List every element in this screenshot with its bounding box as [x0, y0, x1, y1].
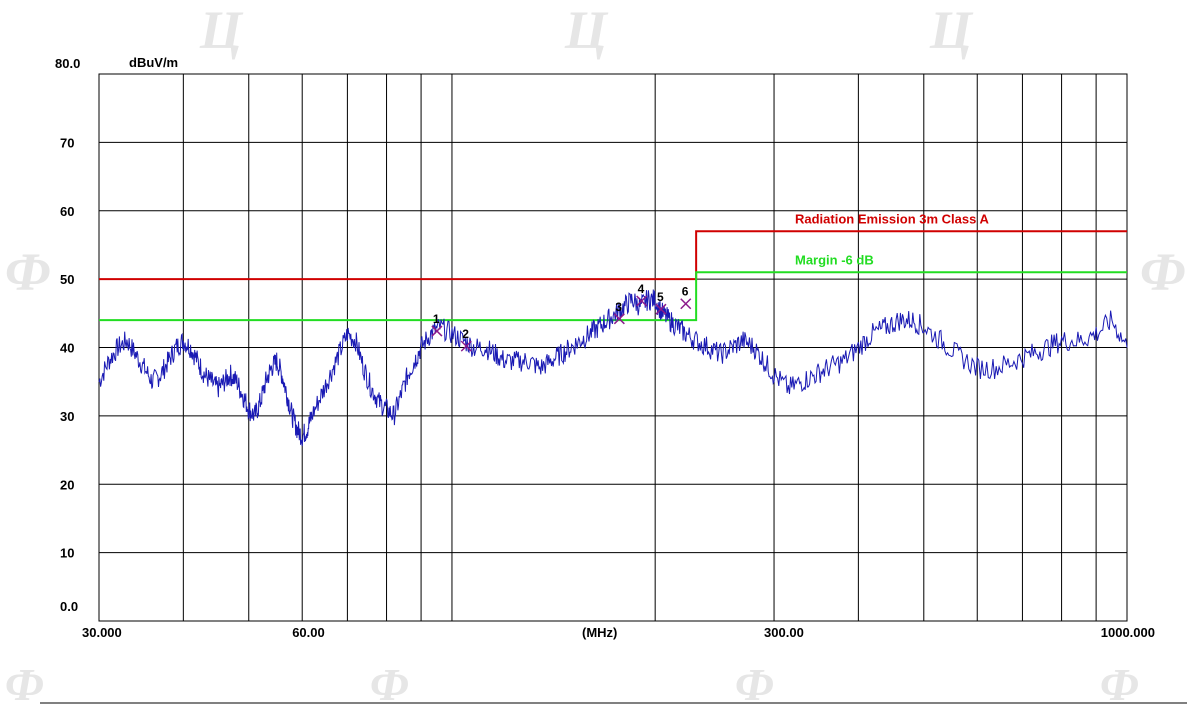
marker-label: 1 [433, 312, 440, 326]
watermark-group: Ц Ц Ц Ф Ф Ф Ф Ф Ф [5, 0, 1186, 709]
y-tick-label: 0.0 [60, 599, 78, 614]
watermark-logo-icon: Ф [5, 242, 51, 302]
y-axis-ticks: 0.0 10 20 30 40 50 60 70 80.0 [55, 56, 80, 614]
watermark-logo-icon: Ф [370, 659, 409, 709]
watermark-logo-icon: Ф [1140, 242, 1186, 302]
watermark-logo-icon: Ф [5, 659, 44, 709]
x-tick-label: 60.00 [292, 625, 325, 640]
marker-label: 4 [638, 282, 645, 296]
x-tick-label: 1000.000 [1101, 625, 1155, 640]
marker-cross [655, 303, 667, 315]
markers-group: 1 2 3 45 6 [431, 282, 692, 352]
y-tick-label: 60 [60, 204, 74, 219]
x-axis-ticks: 30.000 60.00 300.00 1000.000 [82, 625, 1155, 640]
y-tick-label: 30 [60, 409, 74, 424]
y-tick-label: 40 [60, 341, 74, 356]
marker-cross [460, 340, 472, 352]
limit-line [99, 271, 1127, 322]
y-tick-label: 70 [60, 135, 74, 150]
marker-cross [680, 298, 692, 310]
marker-cross [636, 295, 648, 307]
limit-lines: Radiation Emission 3m Class A Margin -6 d… [99, 211, 1127, 322]
x-tick-label: 300.00 [764, 625, 804, 640]
watermark-logo-icon: Ц [564, 0, 609, 60]
marker-cross [431, 325, 443, 337]
marker-label: 2 [462, 327, 469, 341]
limit-line-label: Margin -6 dB [795, 252, 874, 267]
watermark-logo-icon: Ф [1100, 659, 1139, 709]
y-tick-label: 10 [60, 546, 74, 561]
marker-label: 3 [615, 300, 622, 314]
x-tick-label: 30.000 [82, 625, 122, 640]
y-tick-label: 50 [60, 272, 74, 287]
measurement-trace [98, 289, 1128, 447]
y-tick-label: 20 [60, 477, 74, 492]
watermark-logo-icon: Ц [929, 0, 974, 60]
watermark-logo-icon: Ф [735, 659, 774, 709]
watermark-logo-icon: Ц [199, 0, 244, 60]
limit-line-label: Radiation Emission 3m Class A [795, 211, 989, 226]
limit-line [99, 230, 1127, 281]
marker-cross [613, 313, 625, 325]
y-axis-unit-label: dBuV/m [129, 55, 178, 70]
series-group [98, 289, 1128, 447]
marker-label: 5 [657, 290, 664, 304]
y-tick-label: 80.0 [55, 56, 80, 71]
marker-label: 6 [682, 285, 689, 299]
x-axis-unit-label: (MHz) [582, 625, 617, 640]
